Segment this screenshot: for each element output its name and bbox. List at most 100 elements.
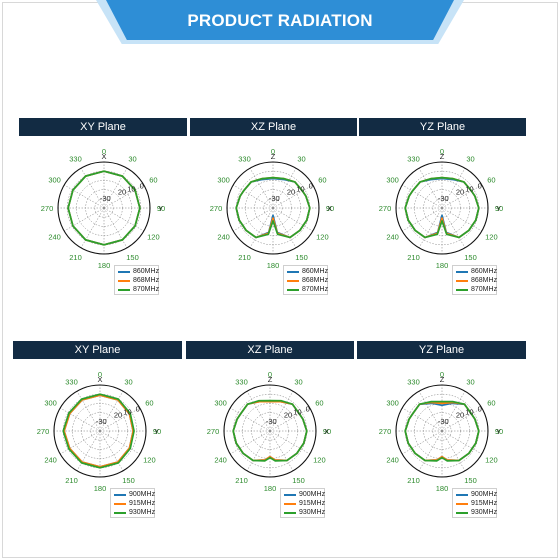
radial-tick-label: -30 bbox=[269, 194, 280, 203]
angle-tick-label: 210 bbox=[69, 253, 82, 262]
radial-tick-label: 10 bbox=[127, 184, 135, 193]
legend-entry: 860MHz bbox=[284, 267, 328, 276]
legend-entry: 870MHz bbox=[115, 285, 160, 294]
legend-label: 860MHz bbox=[133, 268, 160, 275]
angle-tick-label: 300 bbox=[386, 175, 399, 184]
series-line bbox=[63, 394, 134, 468]
axis-label-top: X bbox=[101, 152, 106, 161]
legend-entry: 915MHz bbox=[281, 499, 325, 508]
outer-ring bbox=[226, 161, 320, 255]
chart-legend: 900MHz 915MHz 930MHz bbox=[452, 488, 497, 518]
legend-swatch bbox=[284, 494, 296, 496]
radial-tick-label: 20 bbox=[284, 410, 292, 419]
legend-swatch bbox=[456, 512, 468, 514]
angle-tick-label: 210 bbox=[65, 476, 78, 485]
axis-label-top: X bbox=[97, 375, 102, 384]
legend-swatch bbox=[118, 289, 130, 291]
radial-tick-label: 0 bbox=[140, 182, 144, 191]
axis-label-top: Z bbox=[268, 375, 273, 384]
panel-title: XY Plane bbox=[13, 341, 182, 359]
angle-tick-label: 240 bbox=[386, 232, 399, 241]
grid-spoke bbox=[103, 207, 144, 232]
panel-title: XZ Plane bbox=[186, 341, 354, 359]
angle-tick-label: 60 bbox=[149, 175, 157, 184]
page-title: PRODUCT RADIATION bbox=[187, 11, 373, 30]
legend-label: 930MHz bbox=[471, 509, 498, 516]
axis-label-right: Y bbox=[496, 427, 501, 436]
legend-label: 860MHz bbox=[471, 268, 498, 275]
angle-tick-label: 180 bbox=[436, 484, 449, 493]
angle-tick-label: 300 bbox=[48, 175, 61, 184]
angle-tick-label: 330 bbox=[407, 154, 420, 163]
angle-tick-label: 330 bbox=[69, 154, 82, 163]
angle-tick-label: 300 bbox=[217, 175, 230, 184]
outer-ring bbox=[395, 384, 489, 478]
legend-label: 900MHz bbox=[129, 491, 156, 498]
legend-swatch bbox=[456, 503, 468, 505]
polar-chart: 0 30 60 90 120 150 180 210 240 270 300 330 X Y -30 20 10… bbox=[41, 147, 165, 270]
legend-entry: 870MHz bbox=[453, 285, 497, 294]
title-banner bbox=[106, 0, 454, 40]
series-line bbox=[404, 176, 480, 239]
legend-entry: 860MHz bbox=[115, 267, 160, 276]
legend-entry: 870MHz bbox=[284, 285, 328, 294]
angle-tick-label: 0 bbox=[440, 147, 444, 156]
angle-tick-label: 0 bbox=[98, 370, 102, 379]
chart-legend: 860MHz 868MHz 870MHz bbox=[452, 265, 497, 295]
angle-tick-label: 270 bbox=[210, 204, 223, 213]
axis-label-right: Y bbox=[154, 427, 159, 436]
radial-tick-label: 10 bbox=[465, 407, 473, 416]
legend-entry: 900MHz bbox=[453, 490, 497, 499]
radial-tick-label: 20 bbox=[118, 187, 126, 196]
angle-tick-label: 210 bbox=[238, 253, 251, 262]
radial-tick-label: 10 bbox=[123, 407, 131, 416]
angle-tick-label: 90 bbox=[323, 427, 331, 436]
chart-legend: 860MHz 868MHz 870MHz bbox=[114, 265, 159, 295]
legend-label: 915MHz bbox=[471, 500, 498, 507]
legend-label: 900MHz bbox=[299, 491, 326, 498]
legend-label: 868MHz bbox=[302, 277, 329, 284]
angle-tick-label: 60 bbox=[315, 398, 323, 407]
radial-tick-label: 20 bbox=[456, 410, 464, 419]
angle-tick-label: 90 bbox=[495, 204, 503, 213]
legend-entry: 868MHz bbox=[284, 276, 329, 285]
chart-legend: 900MHz 915MHz 930MHz bbox=[280, 488, 325, 518]
angle-tick-label: 120 bbox=[316, 232, 329, 241]
angle-tick-label: 180 bbox=[436, 261, 449, 270]
axis-label-right: Y bbox=[158, 204, 163, 213]
angle-tick-label: 30 bbox=[294, 377, 302, 386]
legend-swatch bbox=[118, 280, 130, 282]
angle-tick-label: 300 bbox=[214, 398, 227, 407]
legend-label: 868MHz bbox=[471, 277, 498, 284]
panel-title: XZ Plane bbox=[190, 118, 357, 136]
angle-tick-label: 30 bbox=[124, 377, 132, 386]
legend-entry: 900MHz bbox=[281, 490, 326, 499]
angle-tick-label: 240 bbox=[44, 455, 57, 464]
panel-title: XY Plane bbox=[19, 118, 187, 136]
angle-tick-label: 150 bbox=[292, 476, 305, 485]
angle-tick-label: 90 bbox=[495, 427, 503, 436]
series-line bbox=[235, 176, 311, 239]
angle-tick-label: 0 bbox=[102, 147, 106, 156]
angle-tick-label: 270 bbox=[379, 204, 392, 213]
radial-tick-label: -30 bbox=[438, 417, 449, 426]
legend-label: 915MHz bbox=[129, 500, 156, 507]
outer-ring bbox=[53, 384, 147, 478]
legend-entry: 930MHz bbox=[281, 508, 325, 517]
legend-swatch bbox=[284, 503, 296, 505]
panel-title: YZ Plane bbox=[357, 341, 526, 359]
legend-label: 870MHz bbox=[133, 286, 160, 293]
legend-swatch bbox=[287, 289, 299, 291]
polar-chart: 0 30 60 90 120 150 180 210 240 270 300 330 Z Y -30 20 10… bbox=[379, 370, 503, 493]
angle-tick-label: 240 bbox=[217, 232, 230, 241]
legend-swatch bbox=[287, 280, 299, 282]
grid-spoke bbox=[64, 184, 105, 209]
legend-swatch bbox=[118, 271, 130, 273]
angle-tick-label: 150 bbox=[126, 253, 139, 262]
angle-tick-label: 30 bbox=[466, 154, 474, 163]
legend-swatch bbox=[284, 512, 296, 514]
legend-swatch bbox=[114, 494, 126, 496]
angle-tick-label: 330 bbox=[238, 154, 251, 163]
angle-tick-label: 300 bbox=[386, 398, 399, 407]
